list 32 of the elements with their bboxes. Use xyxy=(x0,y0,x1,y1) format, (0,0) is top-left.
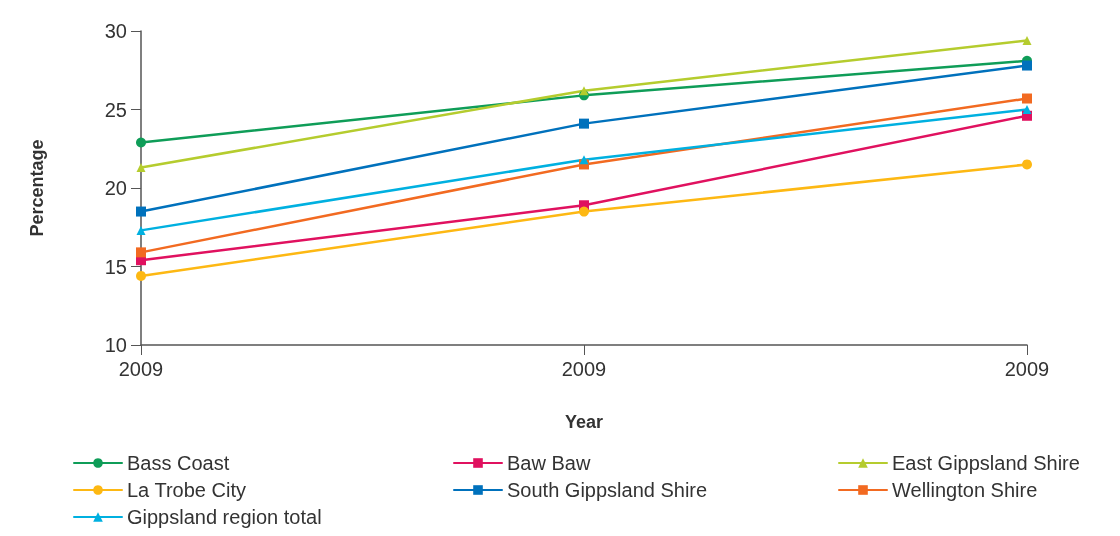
x-axis-title: Year xyxy=(564,412,604,432)
x-tick-label: 2009 xyxy=(561,358,607,380)
point xyxy=(1022,60,1032,71)
legend-label: Wellington Shire xyxy=(892,479,1038,501)
point xyxy=(136,247,146,258)
legend-label: South Gippsland Shire xyxy=(507,479,708,501)
point xyxy=(136,206,146,217)
point xyxy=(1022,159,1032,170)
y-tick-label: 15 xyxy=(104,255,127,278)
point xyxy=(1022,35,1032,45)
point xyxy=(136,163,146,173)
legend-label: Gippsland region total xyxy=(127,506,322,528)
legend-label: Bass Coast xyxy=(127,452,230,474)
y-tick-label: 30 xyxy=(104,20,127,42)
point xyxy=(579,118,589,129)
y-tick-label: 25 xyxy=(104,98,127,121)
x-tick-label: 2009 xyxy=(1004,358,1050,380)
y-tick-label: 10 xyxy=(104,334,127,356)
y-tick-label: 20 xyxy=(104,177,127,199)
point xyxy=(136,225,146,235)
point xyxy=(136,270,146,281)
point xyxy=(1022,105,1032,114)
point xyxy=(579,86,589,96)
point xyxy=(579,206,589,217)
point xyxy=(579,155,589,165)
point xyxy=(136,137,146,148)
legend-label: Baw Baw xyxy=(507,452,591,474)
x-tick-label: 2009 xyxy=(118,358,164,380)
point xyxy=(1022,93,1032,104)
legend-label: East Gippsland Shire xyxy=(892,452,1080,474)
y-axis-title: Percentage xyxy=(27,139,47,237)
legend-label: La Trobe City xyxy=(127,479,246,501)
